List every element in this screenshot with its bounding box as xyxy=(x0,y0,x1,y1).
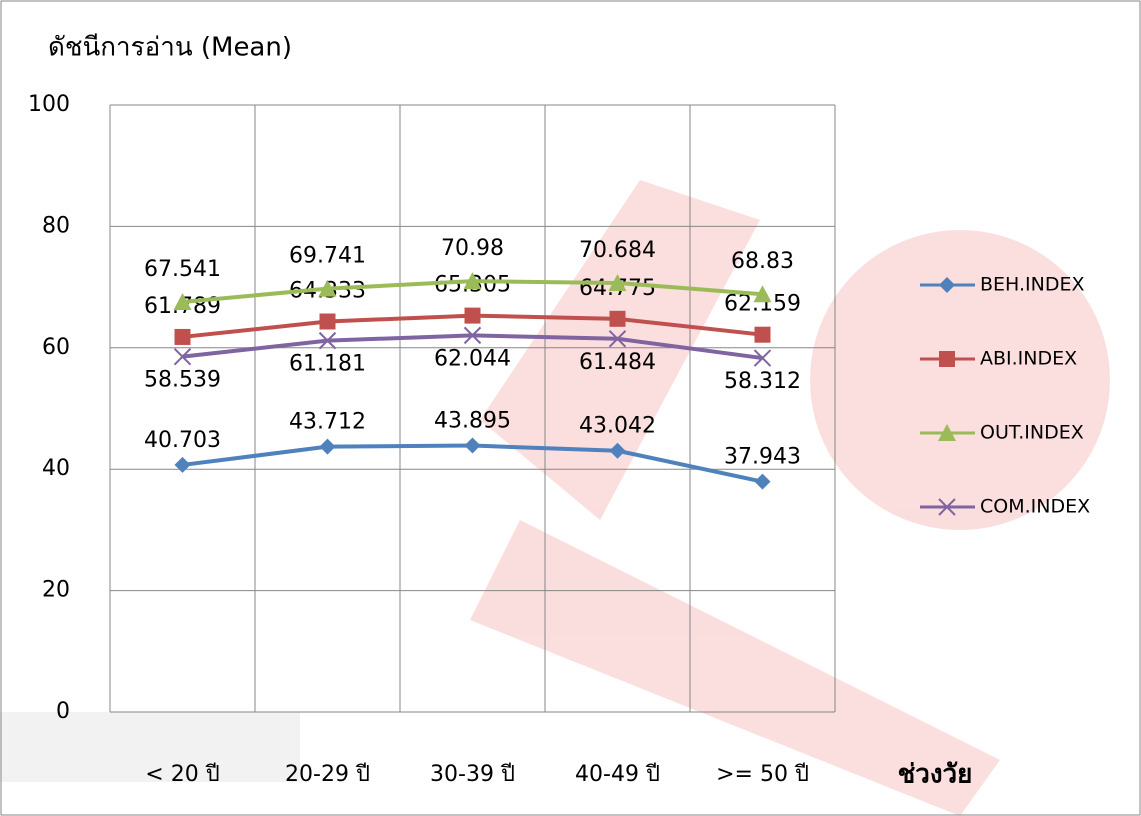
marker xyxy=(465,308,481,324)
x-tick-label: >= 50 ปี xyxy=(716,762,809,787)
data-label: 40.703 xyxy=(144,428,221,453)
data-label: 70.98 xyxy=(441,236,504,261)
legend-label: BEH.INDEX xyxy=(980,274,1085,296)
marker xyxy=(175,329,191,345)
data-label: 67.541 xyxy=(144,257,221,282)
data-label: 61.484 xyxy=(579,350,656,375)
marker xyxy=(939,351,955,367)
legend-label: COM.INDEX xyxy=(980,496,1090,518)
y-tick-label: 60 xyxy=(42,335,70,360)
x-tick-label: 20-29 ปี xyxy=(285,762,370,787)
data-label: 61.181 xyxy=(289,352,366,377)
marker xyxy=(610,311,626,327)
data-label: 43.895 xyxy=(434,409,511,434)
data-label: 43.042 xyxy=(579,414,656,439)
marker xyxy=(755,327,771,343)
data-label: 58.312 xyxy=(724,369,801,394)
y-tick-label: 100 xyxy=(28,92,70,117)
y-tick-label: 40 xyxy=(42,456,70,481)
marker xyxy=(755,474,771,490)
y-tick-label: 80 xyxy=(42,213,70,238)
series: 40.703 43.712 43.895 43.042 37.943 xyxy=(144,409,801,490)
marker xyxy=(320,313,336,329)
data-label: 43.712 xyxy=(289,410,366,435)
data-label: 58.539 xyxy=(144,368,221,393)
y-tick-label: 20 xyxy=(42,578,70,603)
x-tick-label: 40-49 ปี xyxy=(575,762,660,787)
data-label: 68.83 xyxy=(731,249,794,274)
data-label: 69.741 xyxy=(289,244,366,269)
chart-title: ดัชนีการอ่าน (Mean) xyxy=(48,33,292,63)
y-tick-label: 0 xyxy=(56,699,70,724)
marker xyxy=(320,439,336,455)
chart: ดัชนีการอ่าน (Mean) ช่วงวัย 0 20 40 60 80 100… xyxy=(0,0,1141,816)
data-label: 70.684 xyxy=(579,238,656,263)
x-tick-label: < 20 ปี xyxy=(145,762,219,787)
marker xyxy=(465,438,481,454)
x-axis-title: ช่วงวัย xyxy=(898,760,973,790)
data-label: 37.943 xyxy=(724,445,801,470)
series: 58.539 61.181 62.044 61.484 58.312 xyxy=(144,327,801,394)
legend-label: OUT.INDEX xyxy=(980,422,1084,444)
x-tick-label: 30-39 ปี xyxy=(430,762,515,787)
data-label: 62.044 xyxy=(434,346,511,371)
marker xyxy=(175,457,191,473)
legend-label: ABI.INDEX xyxy=(980,348,1077,370)
